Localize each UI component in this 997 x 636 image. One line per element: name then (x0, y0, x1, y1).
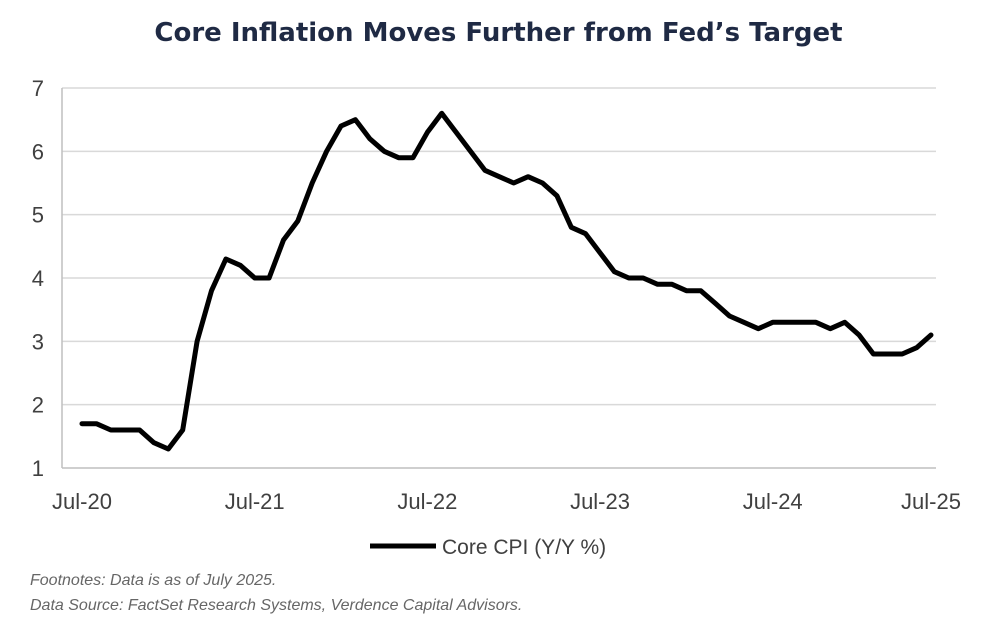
series-lines (79, 110, 934, 452)
y-tick-label: 1 (32, 456, 44, 481)
y-tick-label: 3 (32, 329, 44, 354)
x-axis-ticks: Jul-20 Jul-21 Jul-22 Jul-23 Jul-24 Jul-25 (52, 489, 961, 514)
legend-label: Core CPI (Y/Y %) (442, 536, 606, 559)
footnote-source: Data Source: FactSet Research Systems, V… (30, 597, 523, 614)
x-tick-label: Jul-21 (225, 489, 285, 514)
y-tick-label: 6 (32, 139, 44, 164)
series-line-core-cpi (79, 110, 934, 452)
y-tick-label: 7 (32, 76, 44, 101)
y-tick-label: 5 (32, 203, 44, 228)
legend: Core CPI (Y/Y %) (370, 536, 606, 559)
chart-title: Core Inflation Moves Further from Fed’s … (154, 18, 843, 48)
x-tick-label: Jul-25 (901, 489, 961, 514)
x-tick-label: Jul-23 (570, 489, 630, 514)
gridlines (62, 87, 936, 406)
x-tick-label: Jul-20 (52, 489, 112, 514)
footnote-date: Footnotes: Data is as of July 2025. (30, 572, 277, 589)
x-tick-label: Jul-24 (743, 489, 803, 514)
y-axis-ticks: 1 2 3 4 5 6 7 (32, 76, 44, 481)
y-tick-label: 4 (32, 266, 44, 291)
y-tick-label: 2 (32, 393, 44, 418)
x-tick-label: Jul-22 (397, 489, 457, 514)
axes (61, 88, 936, 469)
